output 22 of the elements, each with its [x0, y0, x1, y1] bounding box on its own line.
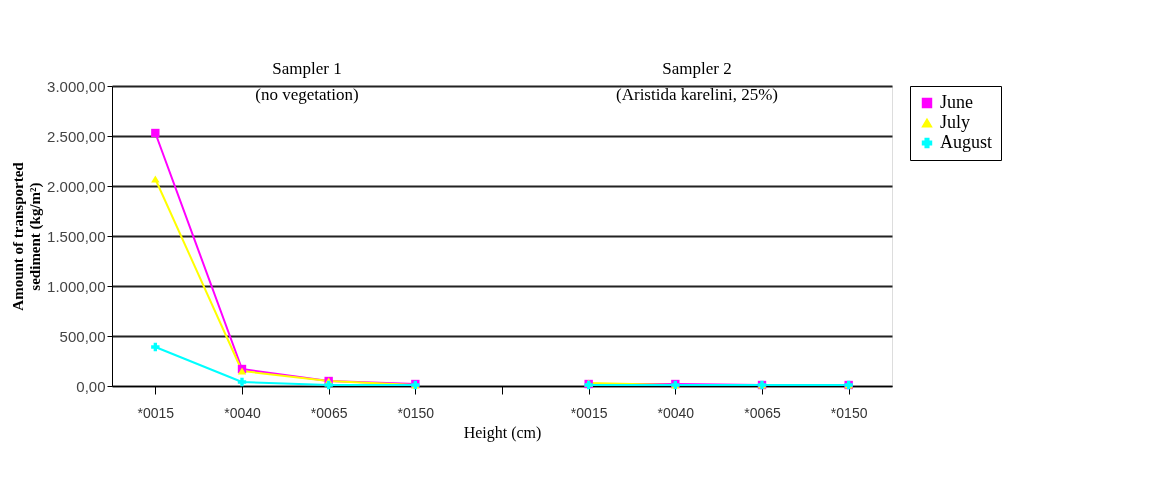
y-axis-title: Amount of transported sediment (kg/m²) — [10, 161, 45, 311]
y-tick-label: 500,00 — [59, 327, 106, 345]
y-tick-label: 1.000,00 — [47, 277, 106, 295]
x-tick-label: *0040 — [224, 404, 262, 421]
y-tick-label: 3.000,00 — [47, 77, 106, 95]
x-tick-label: *0065 — [744, 404, 782, 421]
x-tick-label: *0150 — [397, 404, 435, 421]
x-tick-label: *0015 — [570, 404, 608, 421]
legend-label: June — [940, 92, 973, 112]
y-tick-label: 2.500,00 — [47, 127, 106, 145]
x-tick-label: *0150 — [830, 404, 868, 421]
y-tick-label: 2.000,00 — [47, 177, 106, 195]
x-tick-label: *0065 — [310, 404, 348, 421]
y-tick-label: 1.500,00 — [47, 227, 106, 245]
annotation: Sampler 1 (no vegetation) — [255, 59, 359, 104]
x-tick-label: *0015 — [137, 404, 175, 421]
y-tick-label: 0,00 — [76, 377, 106, 395]
legend-label: August — [940, 132, 993, 152]
x-tick-label: *0040 — [657, 404, 695, 421]
x-axis-title: Height (cm) — [463, 423, 542, 442]
annotation: Sampler 2 (Aristida karelini, 25%) — [616, 59, 778, 104]
legend-label: July — [940, 112, 971, 132]
